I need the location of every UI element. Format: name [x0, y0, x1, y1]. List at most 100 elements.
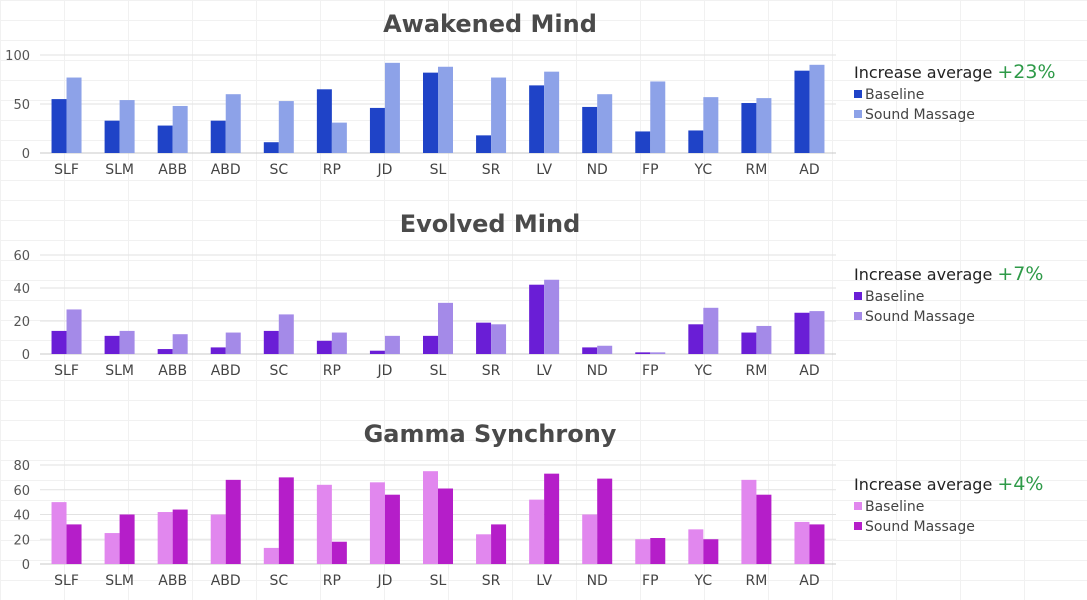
bar-sound-massage	[119, 514, 135, 564]
annotation-value: +23%	[997, 61, 1056, 83]
bar-baseline	[157, 349, 173, 354]
x-tick-label: SC	[269, 363, 288, 379]
bar-baseline	[741, 103, 757, 153]
bar-baseline	[104, 120, 120, 153]
legend-item-sound-massage: Sound Massage	[854, 309, 1043, 325]
bar-baseline	[104, 335, 120, 354]
bar-sound-massage	[650, 81, 666, 153]
bar-sound-massage	[703, 539, 719, 564]
x-tick-label: SLM	[105, 162, 134, 178]
x-tick-label: SR	[482, 573, 501, 589]
y-tick-label: 60	[13, 249, 30, 264]
bar-baseline	[741, 332, 757, 354]
bar-baseline	[263, 547, 279, 564]
bar-baseline	[51, 502, 67, 564]
bar-baseline	[51, 99, 67, 153]
y-tick-label: 100	[5, 49, 30, 64]
bar-baseline	[635, 352, 651, 354]
bar-sound-massage	[172, 334, 188, 354]
x-tick-label: SLM	[105, 363, 134, 379]
bar-baseline	[476, 322, 492, 354]
y-tick-label: 0	[22, 147, 30, 162]
bar-baseline	[582, 514, 598, 564]
bar-sound-massage	[278, 477, 294, 564]
bar-baseline	[635, 539, 651, 564]
y-tick-label: 0	[22, 558, 30, 573]
x-tick-label: RM	[745, 162, 767, 178]
legend-swatch	[854, 90, 862, 98]
bar-sound-massage	[650, 352, 666, 354]
x-tick-label: FP	[642, 363, 659, 379]
legend-swatch	[854, 292, 862, 300]
legend-label: Baseline	[865, 499, 925, 515]
bar-sound-massage	[278, 314, 294, 354]
x-tick-label: RP	[323, 573, 341, 589]
bar-sound-massage	[438, 488, 453, 564]
bar-baseline	[263, 142, 279, 153]
x-tick-label: SR	[482, 363, 501, 379]
bar-baseline	[794, 521, 810, 564]
bar-sound-massage	[597, 94, 613, 153]
bar-sound-massage	[703, 307, 719, 354]
x-tick-label: ABB	[158, 573, 187, 589]
bar-baseline	[688, 324, 704, 354]
bar-sound-massage	[438, 66, 453, 153]
bar-baseline	[369, 482, 385, 564]
chart-title: Evolved Mind	[399, 210, 581, 238]
bar-sound-massage	[172, 509, 188, 564]
bar-baseline	[423, 72, 438, 153]
bar-baseline	[263, 330, 279, 354]
legend-item-sound-massage: Sound Massage	[854, 107, 1056, 123]
bar-sound-massage	[384, 62, 400, 154]
x-tick-label: AD	[799, 363, 819, 379]
bar-sound-massage	[597, 478, 613, 564]
legend-item-baseline: Baseline	[854, 87, 1056, 103]
bar-baseline	[210, 514, 226, 564]
bar-baseline	[210, 120, 226, 153]
x-tick-label: FP	[642, 162, 659, 178]
bar-baseline	[423, 471, 438, 564]
x-tick-label: FP	[642, 573, 659, 589]
bar-baseline	[635, 131, 651, 153]
bar-baseline	[157, 125, 173, 153]
annotation-value: +7%	[997, 263, 1044, 285]
bar-sound-massage	[756, 494, 772, 564]
bar-sound-massage	[544, 473, 560, 564]
legend-swatch	[854, 502, 862, 510]
x-tick-label: LV	[536, 573, 552, 589]
y-tick-label: 50	[13, 98, 30, 113]
x-tick-label: ND	[587, 363, 608, 379]
increase-average-annotation: Increase average +7%	[854, 263, 1043, 285]
annotation-label: Increase average	[854, 265, 993, 284]
legend: Increase average +4% Baseline Sound Mass…	[854, 473, 1043, 535]
bar-baseline	[741, 479, 757, 564]
y-tick-label: 20	[13, 533, 30, 548]
x-tick-label: LV	[536, 363, 552, 379]
legend-label: Sound Massage	[865, 107, 975, 123]
y-tick-label: 80	[13, 459, 30, 474]
bar-baseline	[529, 499, 545, 564]
chart-panel-evolved-mind: Evolved Mind 0 20 40 60 SLF SLM ABB ABD SC RP JD SL…	[13, 210, 1043, 379]
bar-sound-massage	[331, 332, 347, 354]
bar-sound-massage	[66, 309, 82, 354]
chart-panel-awakened-mind: Awakened Mind 0 50 100 SLF SLM ABB ABD SC RP JD SL…	[0, 0, 1087, 200]
bar-baseline	[794, 70, 810, 153]
x-tick-label: ABB	[158, 363, 187, 379]
x-tick-label: RP	[323, 162, 341, 178]
bar-sound-massage	[703, 97, 719, 153]
x-tick-label: SL	[430, 363, 447, 379]
bar-baseline	[104, 533, 120, 564]
chart-title: Gamma Synchrony	[363, 420, 617, 448]
x-tick-label: SLF	[54, 573, 79, 589]
bar-baseline	[688, 130, 704, 153]
bar-baseline	[369, 350, 385, 354]
bar-baseline	[688, 529, 704, 564]
bar-baseline	[794, 312, 810, 354]
bar-baseline	[476, 135, 492, 153]
bar-sound-massage	[225, 94, 241, 153]
x-tick-label: SR	[482, 162, 501, 178]
legend-label: Sound Massage	[865, 519, 975, 535]
x-tick-label: ND	[587, 162, 608, 178]
bar-sound-massage	[119, 330, 135, 354]
legend-swatch	[854, 312, 862, 320]
